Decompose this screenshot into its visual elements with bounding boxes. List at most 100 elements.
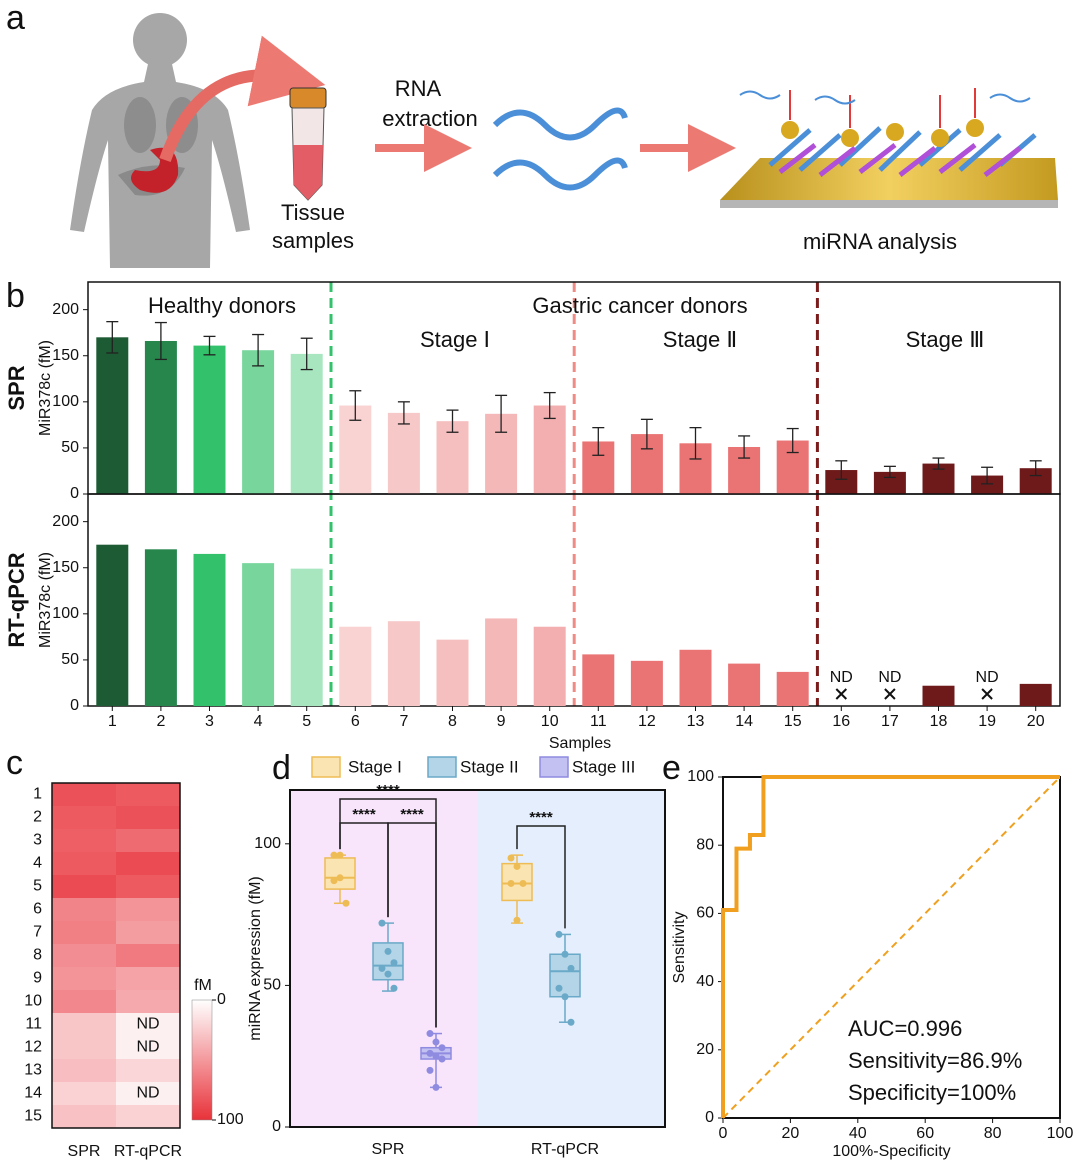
heat-cell <box>116 806 180 829</box>
not-detected-cross <box>981 688 993 700</box>
y-tick-label: 200 <box>52 513 79 530</box>
x-tick-label: 4 <box>254 713 263 730</box>
y-tick-label: 50 <box>61 651 79 668</box>
bar <box>873 471 906 494</box>
heat-cell <box>116 1013 180 1036</box>
error-bar <box>154 321 167 361</box>
row-label: 15 <box>24 1108 42 1125</box>
heat-cell <box>52 875 116 898</box>
heat-cell <box>116 990 180 1013</box>
significance-bracket <box>516 825 566 929</box>
bar <box>96 337 129 494</box>
row-label: 13 <box>24 1062 42 1079</box>
x-tick-label: 7 <box>399 713 408 730</box>
panel-label: d <box>272 749 291 787</box>
x-tick-label: 10 <box>541 713 559 730</box>
significance-bracket <box>339 798 437 1028</box>
x-tick-label: 18 <box>930 713 948 730</box>
data-point <box>561 950 569 958</box>
heat-cell <box>52 1036 116 1059</box>
bar <box>290 353 323 494</box>
x-tick-label: 19 <box>978 713 996 730</box>
row-label: 14 <box>24 1085 42 1102</box>
x-tick-label: 8 <box>448 713 457 730</box>
x-tick-label: 6 <box>351 713 360 730</box>
bar <box>630 660 663 706</box>
value-label: ND <box>830 669 853 686</box>
colorbar <box>191 999 213 1121</box>
x-tick-label: 100 <box>1047 1125 1074 1142</box>
colorbar-tick-label: 0 <box>217 991 226 1008</box>
x-tick-label: 9 <box>497 713 506 730</box>
rna-strand <box>492 107 628 141</box>
data-point <box>426 1066 434 1074</box>
x-tick-label: 60 <box>916 1125 934 1142</box>
error-bar <box>981 466 994 485</box>
value-label: ND <box>976 669 999 686</box>
data-point <box>426 1049 434 1057</box>
annotation: Gastric cancer donors <box>532 293 747 318</box>
data-point <box>426 1030 434 1038</box>
bar <box>387 412 420 494</box>
heat-cell <box>116 921 180 944</box>
data-point <box>432 1083 440 1091</box>
significance-label: **** <box>529 809 553 826</box>
row-label: 4 <box>33 855 42 872</box>
annotation: Specificity=100% <box>848 1080 1016 1105</box>
y-tick-label: 50 <box>61 439 79 456</box>
heat-cell <box>116 875 180 898</box>
x-tick-label: 13 <box>687 713 705 730</box>
y-axis-label: Sensitivity <box>671 911 688 983</box>
rna-strand <box>492 157 628 191</box>
x-tick-label: 17 <box>881 713 899 730</box>
column-label: RT-qPCR <box>114 1143 182 1160</box>
row-label: 7 <box>33 924 42 941</box>
row-label: 10 <box>24 993 42 1010</box>
y-tick-label: 80 <box>696 836 714 853</box>
legend-swatch <box>311 756 341 778</box>
data-point <box>567 964 575 972</box>
bar <box>242 563 275 706</box>
bar <box>96 544 129 706</box>
x-tick-label: 40 <box>849 1125 867 1142</box>
heat-cell <box>52 1105 116 1128</box>
error-bar <box>349 390 362 421</box>
tube-sample <box>293 145 323 200</box>
not-detected-cross <box>884 688 896 700</box>
molecules <box>739 88 1037 177</box>
data-point <box>378 919 386 927</box>
heat-cell <box>52 990 116 1013</box>
data-point <box>432 1038 440 1046</box>
y-tick-label: 100 <box>52 393 79 410</box>
error-bar <box>203 335 216 356</box>
legend-swatch <box>539 756 569 778</box>
heat-cell <box>52 898 116 921</box>
bar <box>144 549 177 706</box>
data-point <box>513 862 521 870</box>
heat-cell <box>52 852 116 875</box>
error-bar <box>835 460 848 480</box>
extraction-label: RNA <box>395 76 442 101</box>
error-bar <box>252 333 265 367</box>
reference-line <box>722 776 1061 1119</box>
y-axis-label: MiR378c (fM) <box>37 552 54 648</box>
bar <box>242 350 275 494</box>
bar <box>728 663 761 706</box>
annotation: Sensitivity=86.9% <box>848 1048 1022 1073</box>
bar <box>144 340 177 494</box>
row-label: SPR <box>4 365 29 410</box>
panel-label: e <box>662 749 681 787</box>
y-tick-label: 100 <box>254 835 281 852</box>
x-tick-label: 0 <box>719 1125 728 1142</box>
error-bar <box>640 418 653 450</box>
y-axis-label: miRNA expression (fM) <box>247 876 264 1040</box>
heat-cell <box>116 852 180 875</box>
x-tick-label: 1 <box>108 713 117 730</box>
bar <box>776 671 809 706</box>
bar <box>582 654 615 706</box>
heat-cell <box>116 1082 180 1105</box>
row-label: 1 <box>33 786 42 803</box>
x-tick-label: 3 <box>205 713 214 730</box>
data-point <box>336 851 344 859</box>
